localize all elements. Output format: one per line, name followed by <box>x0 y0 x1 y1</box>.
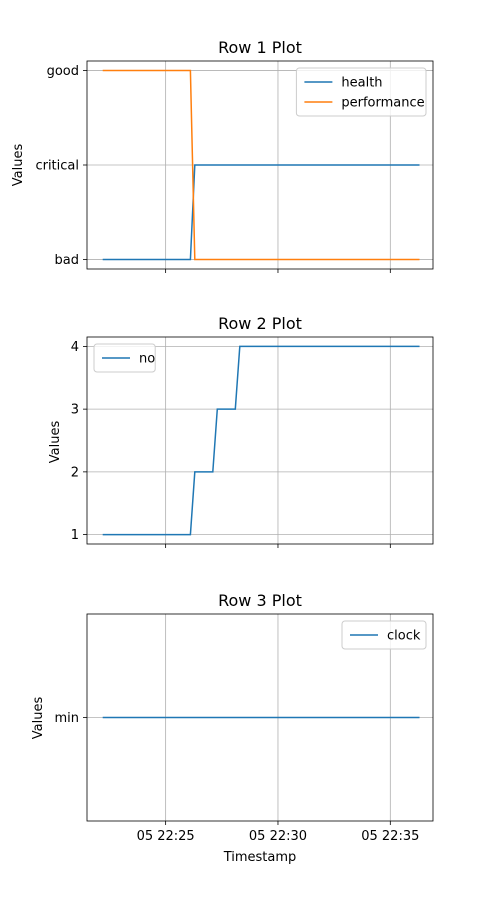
row-1-plot: Row 1 Plot Values bad critical good health p… <box>11 38 433 273</box>
x-tick-label: 05 22:35 <box>361 829 419 844</box>
x-tick-label: 05 22:30 <box>249 829 307 844</box>
y-tick-label: min <box>54 711 79 726</box>
y-tick-label: 1 <box>71 528 79 543</box>
row-3-plot: Row 3 Plot Values Timestamp min 05 22:25 0… <box>31 591 433 865</box>
row-1-ylabel: Values <box>11 144 26 187</box>
x-axis-label: Timestamp <box>223 850 297 865</box>
y-tick-label: 4 <box>71 340 79 355</box>
row-2-ylabel: Values <box>48 421 63 464</box>
series-line-health <box>103 165 420 260</box>
series-line-no <box>103 346 420 534</box>
legend-label-no: no <box>139 352 155 367</box>
legend-label-performance: performance <box>341 96 424 111</box>
legend-label-clock: clock <box>387 629 421 644</box>
y-tick-label: 3 <box>71 403 79 418</box>
y-tick-label: 2 <box>71 465 79 480</box>
y-tick-label: good <box>47 64 79 79</box>
legend: no <box>94 344 155 372</box>
y-tick-label: critical <box>35 159 79 174</box>
x-tick-label: 05 22:25 <box>137 829 195 844</box>
row-1-title: Row 1 Plot <box>218 38 302 57</box>
y-tick-label: bad <box>55 253 79 268</box>
row-3-ylabel: Values <box>31 697 46 740</box>
row-2-plot: Row 2 Plot Values 1 2 3 4 no <box>48 314 433 548</box>
row-3-title: Row 3 Plot <box>218 591 302 610</box>
row-2-title: Row 2 Plot <box>218 314 302 333</box>
legend: clock <box>342 621 426 649</box>
legend: health performance <box>296 68 426 116</box>
legend-label-health: health <box>341 76 382 91</box>
